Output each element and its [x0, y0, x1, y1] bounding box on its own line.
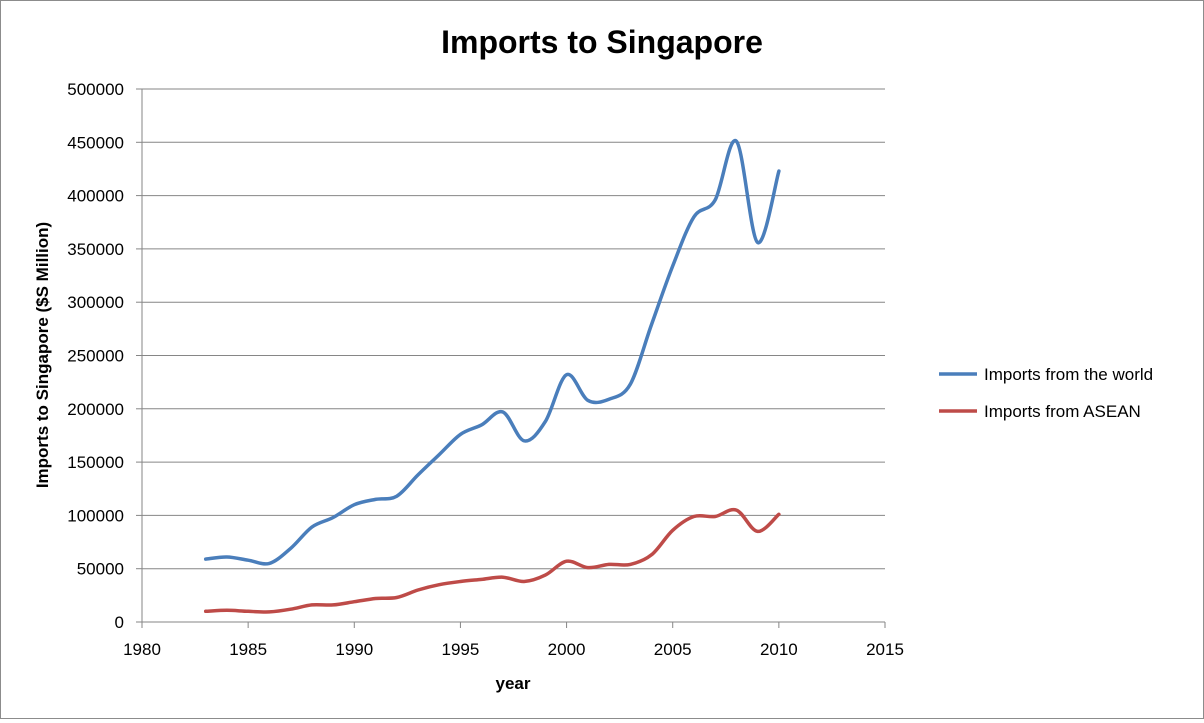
x-tick-label: 1995	[442, 640, 480, 659]
y-tick-label: 200000	[67, 400, 124, 419]
y-tick-label: 100000	[67, 506, 124, 525]
y-tick-label: 0	[115, 613, 124, 632]
legend-label-2: Imports from ASEAN	[984, 402, 1141, 421]
y-tick-label: 300000	[67, 293, 124, 312]
gridlines	[142, 88, 885, 570]
x-axis-ticks: 1980 1985 1990 1995 2000 2005 2010 2015	[123, 622, 904, 659]
y-tick-label: 350000	[67, 240, 124, 259]
x-tick-label: 2005	[654, 640, 692, 659]
x-axis-title: year	[496, 674, 531, 693]
y-tick-label: 250000	[67, 347, 124, 366]
series-lines	[203, 139, 781, 614]
x-tick-label: 1990	[335, 640, 373, 659]
series-line-1	[203, 139, 781, 566]
y-axis-ticks: 0 50000 100000 150000 200000 250000 300000 3500…	[67, 80, 142, 632]
series-line-2	[203, 507, 781, 614]
legend-label-1: Imports from the world	[984, 365, 1153, 384]
chart-title: Imports to Singapore	[441, 24, 763, 60]
x-tick-label: 1985	[229, 640, 267, 659]
y-axis-title: Imports to Singapore ($S Million)	[33, 222, 52, 488]
x-tick-label: 1980	[123, 640, 161, 659]
y-tick-label: 400000	[67, 187, 124, 206]
x-tick-label: 2015	[866, 640, 904, 659]
x-tick-label: 2000	[548, 640, 586, 659]
y-tick-label: 50000	[77, 560, 124, 579]
y-tick-label: 500000	[67, 80, 124, 99]
legend: Imports from the world Imports from ASEAN	[939, 365, 1153, 421]
y-tick-label: 450000	[67, 133, 124, 152]
y-tick-label: 150000	[67, 453, 124, 472]
x-tick-label: 2010	[760, 640, 798, 659]
